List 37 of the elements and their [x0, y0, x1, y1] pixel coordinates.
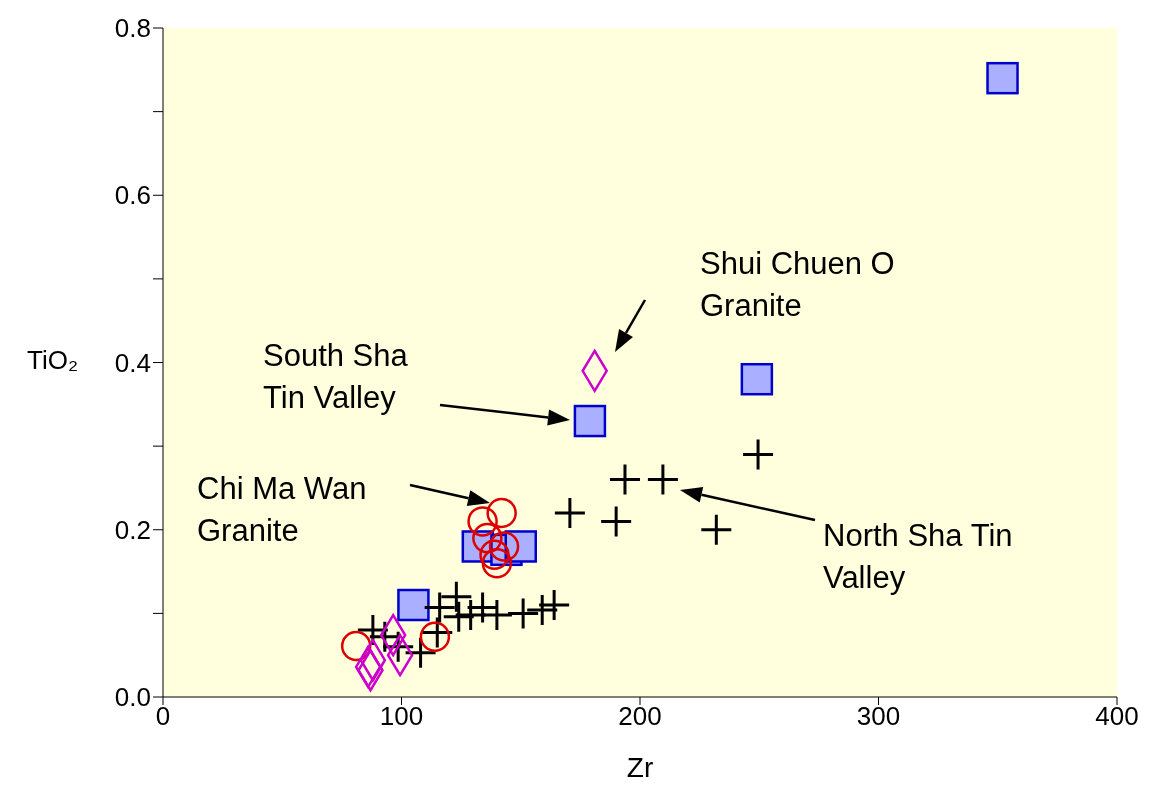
point: [573, 404, 607, 438]
x-tick-label: 400: [1095, 701, 1139, 732]
point: [601, 506, 632, 537]
y-tick-label: 0.8: [114, 13, 151, 44]
point: [609, 464, 640, 495]
y-axis-title: TiO₂: [27, 344, 79, 376]
point: [467, 506, 498, 537]
point: [486, 497, 517, 529]
point: [481, 600, 512, 631]
annotation: South Sha Tin Valley: [263, 337, 408, 417]
point: [397, 588, 430, 622]
point: [479, 539, 510, 571]
point: [554, 498, 585, 529]
y-tick-label: 0.4: [114, 347, 151, 378]
annotation: Shui Chuen O Granite: [700, 245, 895, 325]
point: [424, 592, 455, 623]
point: [647, 464, 678, 495]
point: [481, 547, 513, 579]
y-tick-label: 0.2: [114, 514, 151, 545]
annotation: North Sha Tin Valley: [823, 517, 1013, 597]
x-axis-title: Zr: [626, 752, 654, 783]
x-tick-label: 100: [379, 701, 424, 732]
x-tick-label: 0: [155, 701, 171, 732]
x-tick-label: 200: [618, 701, 662, 732]
x-tick-label: 300: [856, 701, 901, 732]
y-tick-label: 0.6: [114, 180, 151, 211]
point: [508, 598, 539, 629]
point: [986, 61, 1019, 95]
point: [740, 362, 774, 396]
point: [472, 522, 503, 554]
point: [539, 590, 570, 621]
point: [701, 514, 732, 545]
y-tick-label: 0.0: [114, 682, 151, 713]
point: [743, 439, 774, 470]
annotation: Chi Ma Wan Granite: [197, 470, 367, 550]
point: [443, 601, 474, 632]
point: [441, 581, 472, 612]
